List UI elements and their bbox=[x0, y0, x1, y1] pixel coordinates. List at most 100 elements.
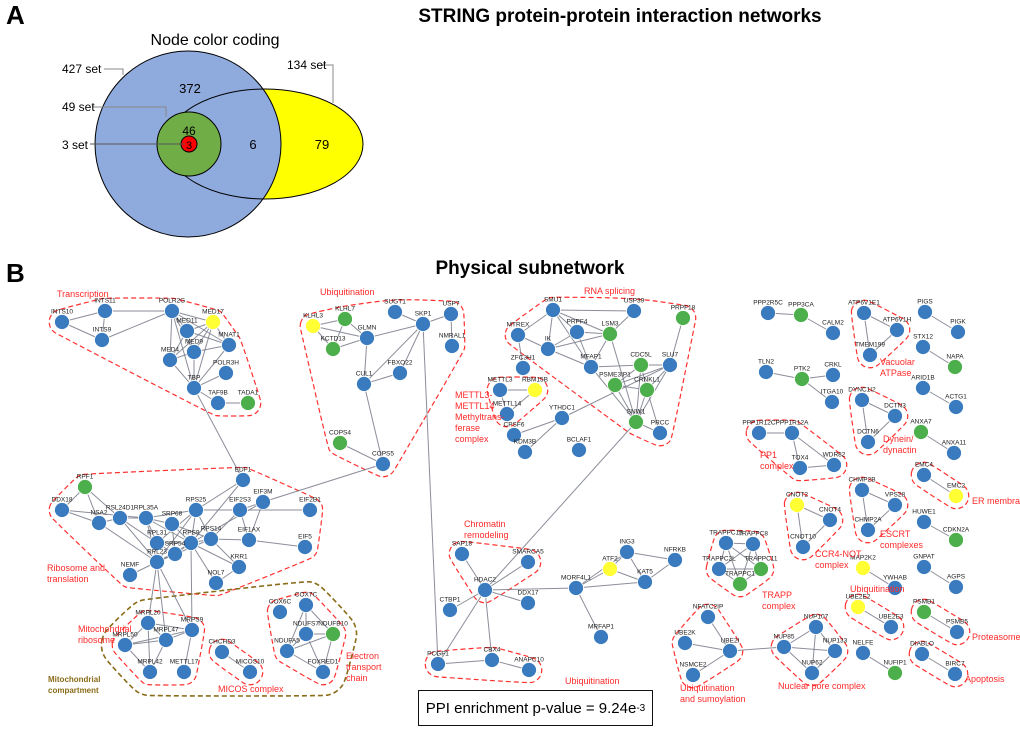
node-DYNC1I2[interactable]: DYNC1I2 bbox=[848, 387, 876, 408]
node-CPSF6[interactable]: CPSF6 bbox=[504, 422, 525, 443]
node-ACTG1[interactable]: ACTG1 bbox=[945, 394, 967, 415]
node-circle[interactable] bbox=[442, 602, 458, 618]
node-circle[interactable] bbox=[628, 414, 644, 430]
node-circle[interactable] bbox=[218, 365, 234, 381]
node-circle[interactable] bbox=[186, 380, 202, 396]
node-CHCHD3[interactable]: CHCHD3 bbox=[208, 639, 236, 660]
node-circle[interactable] bbox=[913, 424, 929, 440]
node-TRAPPC1[interactable]: TRAPPC1 bbox=[725, 571, 755, 592]
node-TAF9B[interactable]: TAF9B bbox=[208, 390, 228, 411]
node-ARID1B[interactable]: ARID1B bbox=[911, 375, 935, 396]
node-SMARCA5[interactable]: SMARCA5 bbox=[512, 549, 544, 570]
node-circle[interactable] bbox=[862, 347, 878, 363]
node-COPS4[interactable]: COPS4 bbox=[329, 430, 351, 451]
node-circle[interactable] bbox=[499, 406, 515, 422]
node-COX7C[interactable]: COX7C bbox=[295, 592, 318, 613]
node-POLR2G[interactable]: POLR2G bbox=[159, 298, 185, 319]
node-CNOT10[interactable]: CNOT10 bbox=[790, 534, 816, 555]
node-NSMCE2[interactable]: NSMCE2 bbox=[679, 662, 707, 683]
node-PSMB5[interactable]: PSMB5 bbox=[946, 619, 968, 640]
node-circle[interactable] bbox=[167, 546, 183, 562]
node-circle[interactable] bbox=[569, 324, 585, 340]
node-circle[interactable] bbox=[602, 561, 618, 577]
node-circle[interactable] bbox=[205, 314, 221, 330]
node-circle[interactable] bbox=[808, 619, 824, 635]
node-METTL17[interactable]: METTL17 bbox=[170, 659, 199, 680]
node-USP39[interactable]: USP39 bbox=[624, 298, 645, 319]
node-circle[interactable] bbox=[685, 667, 701, 683]
node-NEMF[interactable]: NEMF bbox=[121, 562, 139, 583]
node-NUFIP1[interactable]: NUFIP1 bbox=[883, 660, 907, 681]
node-CUL1[interactable]: CUL1 bbox=[356, 371, 373, 392]
node-NSA2[interactable]: NSA2 bbox=[91, 510, 108, 531]
node-UBE2E3[interactable]: UBE2E3 bbox=[879, 614, 904, 635]
node-circle[interactable] bbox=[54, 502, 70, 518]
node-NFRKB[interactable]: NFRKB bbox=[664, 547, 686, 568]
node-KCTD13[interactable]: KCTD13 bbox=[321, 336, 346, 357]
node-NUP85[interactable]: NUP85 bbox=[774, 634, 795, 655]
node-EIF5[interactable]: EIF5 bbox=[297, 534, 313, 555]
node-DCTN6[interactable]: DCTN6 bbox=[857, 429, 879, 450]
node-circle[interactable] bbox=[860, 522, 876, 538]
node-circle[interactable] bbox=[186, 344, 202, 360]
node-SLU7[interactable]: SLU7 bbox=[662, 352, 679, 373]
node-CHMP2A[interactable]: CHMP2A bbox=[854, 517, 882, 538]
node-RPL23[interactable]: RPL23 bbox=[147, 549, 167, 570]
node-NUP133[interactable]: NUP133 bbox=[823, 638, 848, 659]
node-circle[interactable] bbox=[822, 512, 838, 528]
node-circle[interactable] bbox=[662, 357, 678, 373]
node-circle[interactable] bbox=[883, 619, 899, 635]
node-TMEM199[interactable]: TMEM199 bbox=[855, 342, 885, 363]
node-circle[interactable] bbox=[948, 579, 964, 595]
node-circle[interactable] bbox=[718, 535, 734, 551]
node-circle[interactable] bbox=[916, 467, 932, 483]
node-circle[interactable] bbox=[477, 582, 493, 598]
node-circle[interactable] bbox=[302, 502, 318, 518]
node-METTL14[interactable]: METTL14 bbox=[493, 401, 522, 422]
node-circle[interactable] bbox=[677, 635, 693, 651]
node-TRAPPC11[interactable]: TRAPPC11 bbox=[744, 556, 778, 577]
node-circle[interactable] bbox=[745, 536, 761, 552]
node-EIF1AX[interactable]: EIF1AX bbox=[238, 527, 261, 548]
node-circle[interactable] bbox=[164, 303, 180, 319]
node-COPS5[interactable]: COPS5 bbox=[372, 451, 394, 472]
node-circle[interactable] bbox=[915, 380, 931, 396]
node-EIF2S3[interactable]: EIF2S3 bbox=[229, 497, 251, 518]
node-circle[interactable] bbox=[387, 304, 403, 320]
node-circle[interactable] bbox=[854, 482, 870, 498]
node-KLHL7[interactable]: KLHL7 bbox=[335, 306, 355, 327]
node-circle[interactable] bbox=[231, 559, 247, 575]
node-INTS9[interactable]: INTS9 bbox=[93, 327, 112, 348]
node-circle[interactable] bbox=[700, 609, 716, 625]
node-circle[interactable] bbox=[91, 515, 107, 531]
node-PRPF4[interactable]: PRPF4 bbox=[567, 319, 588, 340]
node-ITGA10[interactable]: ITGA10 bbox=[821, 389, 844, 410]
node-PPP3CA[interactable]: PPP3CA bbox=[788, 302, 814, 323]
node-circle[interactable] bbox=[176, 664, 192, 680]
node-CRKL[interactable]: CRKL bbox=[824, 362, 842, 383]
node-TRAPPC8[interactable]: TRAPPC8 bbox=[738, 531, 768, 552]
node-KAT5[interactable]: KAT5 bbox=[637, 569, 653, 590]
node-WDR82[interactable]: WDR82 bbox=[823, 452, 846, 473]
node-circle[interactable] bbox=[521, 662, 537, 678]
node-ZFC3H1[interactable]: ZFC3H1 bbox=[511, 355, 536, 376]
node-HUWE1[interactable]: HUWE1 bbox=[912, 509, 936, 530]
node-circle[interactable] bbox=[540, 341, 556, 357]
node-circle[interactable] bbox=[732, 576, 748, 592]
node-circle[interactable] bbox=[626, 303, 642, 319]
node-circle[interactable] bbox=[188, 502, 204, 518]
node-circle[interactable] bbox=[948, 532, 964, 548]
node-KRR1[interactable]: KRR1 bbox=[230, 554, 248, 575]
node-CDKN2A[interactable]: CDKN2A bbox=[943, 527, 970, 548]
node-FOXRED1[interactable]: FOXRED1 bbox=[308, 659, 339, 680]
node-circle[interactable] bbox=[527, 382, 543, 398]
node-KDM3B[interactable]: KDM3B bbox=[514, 439, 536, 460]
node-circle[interactable] bbox=[210, 395, 226, 411]
node-EMC2[interactable]: EMC2 bbox=[947, 483, 965, 504]
node-MRPL20[interactable]: MRPL20 bbox=[135, 610, 161, 631]
node-TRAPPC13[interactable]: TRAPPC13 bbox=[709, 530, 743, 551]
node-MAP2K2[interactable]: MAP2K2 bbox=[850, 555, 876, 576]
node-circle[interactable] bbox=[753, 561, 769, 577]
node-circle[interactable] bbox=[947, 666, 963, 682]
node-CALM2[interactable]: CALM2 bbox=[822, 320, 844, 341]
